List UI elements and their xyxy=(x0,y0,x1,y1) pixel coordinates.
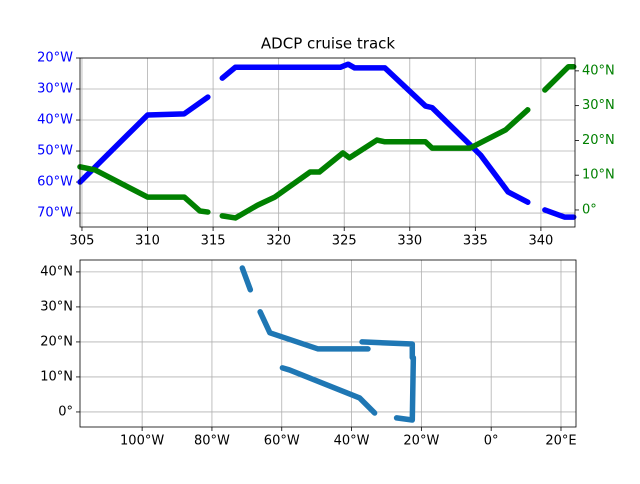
track-line xyxy=(219,61,531,205)
axes-frame xyxy=(79,57,576,228)
x-tick-label: 20°E xyxy=(545,434,576,449)
track-line xyxy=(77,164,211,215)
track-line xyxy=(219,107,531,221)
x-tick-label: 80°W xyxy=(194,434,230,449)
axes-frame xyxy=(79,259,577,428)
y-tick-label: 30°W xyxy=(37,82,73,97)
y-tick-label: 20°N xyxy=(40,334,73,349)
track-line xyxy=(257,309,371,352)
y-tick-label: 20°W xyxy=(37,51,73,66)
x-tick-label: 335 xyxy=(463,234,488,249)
x-tick-label: 330 xyxy=(397,234,422,249)
x-tick-label: 20°W xyxy=(403,434,439,449)
x-tick-label: 100°W xyxy=(120,434,164,449)
y-tick-label: 50°W xyxy=(37,144,73,159)
y2-tick-label: 10°N xyxy=(582,168,615,183)
y2-tick-label: 40°N xyxy=(582,63,615,78)
x-tick-label: 60°W xyxy=(264,434,300,449)
y-tick-label: 40°W xyxy=(37,113,73,128)
y-tick-label: 60°W xyxy=(37,175,73,190)
y2-tick-label: 20°N xyxy=(582,133,615,148)
x-tick-label: 0° xyxy=(484,434,499,449)
x-tick-label: 325 xyxy=(332,234,357,249)
chart-title: ADCP cruise track xyxy=(261,35,395,53)
y2-tick-label: 0° xyxy=(582,202,597,217)
y2-tick-label: 30°N xyxy=(582,98,615,113)
x-tick-label: 310 xyxy=(135,234,160,249)
y-tick-label: 30°N xyxy=(40,299,73,314)
track-line xyxy=(239,265,254,293)
x-tick-label: 315 xyxy=(201,234,226,249)
track-line xyxy=(279,365,378,416)
x-tick-label: 340 xyxy=(528,234,553,249)
track-line xyxy=(359,339,417,423)
y-tick-label: 0° xyxy=(58,404,73,419)
y-tick-label: 10°N xyxy=(40,369,73,384)
track-line xyxy=(542,207,577,220)
y-tick-label: 40°N xyxy=(40,264,73,279)
track-line xyxy=(77,94,211,185)
x-tick-label: 320 xyxy=(266,234,291,249)
track-line xyxy=(542,63,577,93)
x-tick-label: 305 xyxy=(70,234,95,249)
x-tick-label: 40°W xyxy=(334,434,370,449)
y-tick-label: 70°W xyxy=(37,206,73,221)
